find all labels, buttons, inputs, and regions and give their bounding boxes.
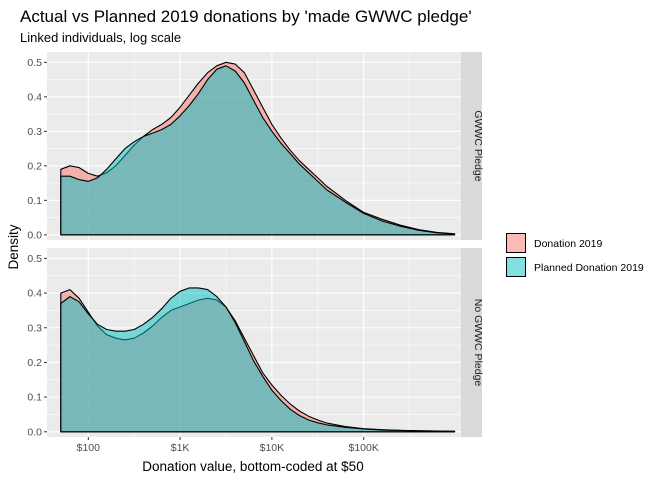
chart-subtitle: Linked individuals, log scale	[20, 30, 181, 45]
density-area-planned-donation-2019	[60, 65, 456, 236]
y-tick-label: 0.3	[27, 126, 42, 138]
y-tick-label: 0.5	[27, 57, 42, 69]
y-tick-label: 0.2	[27, 160, 42, 172]
facet-strip-label: No GWWC Pledge	[472, 299, 484, 387]
y-tick-label: 0.3	[27, 322, 42, 334]
y-tick-label: 0.1	[27, 392, 42, 404]
legend-label: Planned Donation 2019	[534, 262, 644, 274]
legend-key-swatch	[506, 233, 526, 253]
x-tick-label: $100	[77, 442, 101, 454]
legend: Donation 2019 Planned Donation 2019	[506, 233, 644, 277]
x-axis: $100 $1K $10K $100K	[77, 437, 379, 454]
y-axis-title: Density	[6, 224, 21, 269]
x-axis-title: Donation value, bottom-coded at $50	[142, 459, 363, 474]
x-tick-label: $10K	[260, 442, 285, 454]
facet-strip	[461, 52, 482, 240]
y-tick-label: 0.5	[27, 253, 42, 265]
facet-strip-label: GWWC Pledge	[472, 110, 484, 181]
legend-label: Donation 2019	[534, 238, 602, 250]
y-tick-label: 0.0	[27, 426, 42, 438]
y-tick-label: 0.2	[27, 357, 42, 369]
y-tick-label: 0.4	[27, 288, 42, 300]
facet-panel-2: 0.0 0.1 0.2 0.3 0.4 0.5 No GWWC Pledge	[27, 248, 484, 438]
x-tick-label: $1K	[171, 442, 190, 454]
facet-strip	[461, 248, 482, 437]
y-tick-label: 0.1	[27, 195, 42, 207]
legend-key-swatch	[506, 257, 526, 277]
x-tick-label: $100K	[349, 442, 379, 454]
chart-title: Actual vs Planned 2019 donations by 'mad…	[20, 7, 472, 26]
facet-panel-1: 0.0 0.1 0.2 0.3 0.4 0.5 GWWC Pledge	[27, 52, 484, 241]
y-tick-label: 0.0	[27, 229, 42, 241]
density-area-planned-donation-2019	[60, 287, 456, 433]
y-tick-label: 0.4	[27, 91, 42, 103]
